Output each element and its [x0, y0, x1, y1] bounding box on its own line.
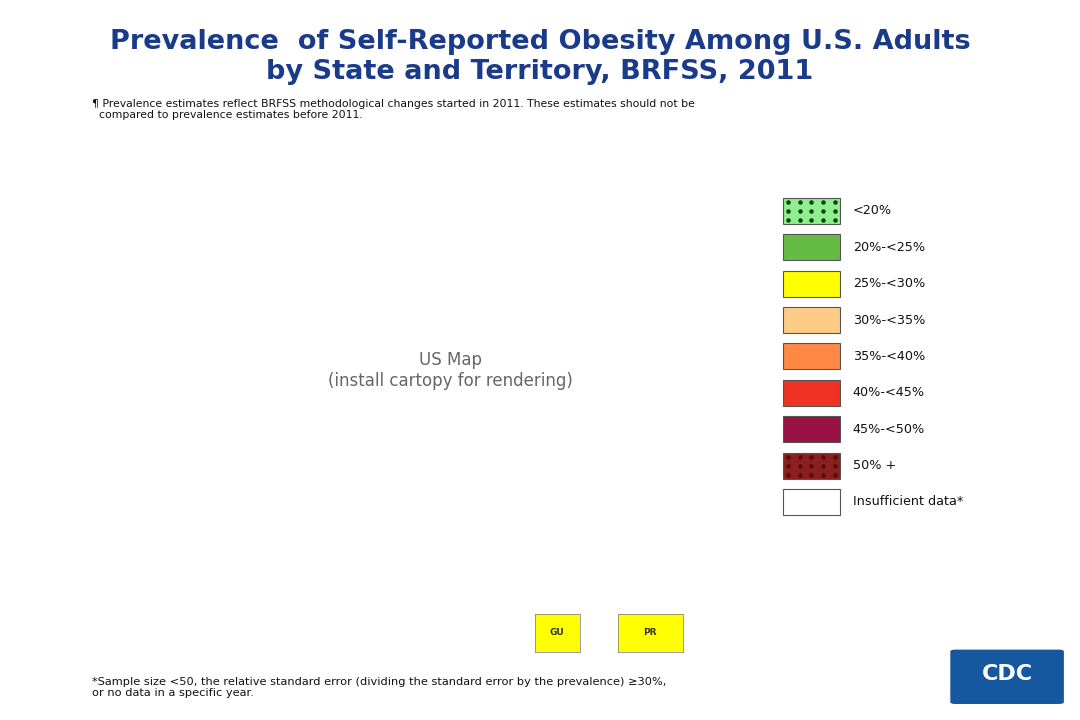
- Text: 25%-<30%: 25%-<30%: [853, 277, 924, 290]
- FancyBboxPatch shape: [783, 452, 840, 479]
- FancyBboxPatch shape: [783, 379, 840, 406]
- Text: US Map
(install cartopy for rendering): US Map (install cartopy for rendering): [328, 351, 573, 390]
- Text: 35%-<40%: 35%-<40%: [853, 350, 924, 363]
- Text: 50% +: 50% +: [853, 459, 896, 472]
- Text: 30%-<35%: 30%-<35%: [853, 313, 926, 327]
- Text: CDC: CDC: [982, 664, 1032, 684]
- FancyBboxPatch shape: [783, 343, 840, 369]
- Text: 40%-<45%: 40%-<45%: [853, 386, 924, 400]
- Text: Prevalence  of Self-Reported Obesity Among U.S. Adults: Prevalence of Self-Reported Obesity Amon…: [110, 29, 970, 55]
- FancyBboxPatch shape: [783, 416, 840, 442]
- Text: Insufficient data*: Insufficient data*: [853, 495, 963, 508]
- FancyBboxPatch shape: [783, 198, 840, 224]
- FancyBboxPatch shape: [783, 271, 840, 297]
- Text: by State and Territory, BRFSS, 2011: by State and Territory, BRFSS, 2011: [267, 59, 813, 85]
- Text: *Sample size <50, the relative standard error (dividing the standard error by th: *Sample size <50, the relative standard …: [92, 677, 666, 698]
- Text: GU: GU: [550, 629, 565, 637]
- Text: <20%: <20%: [853, 204, 892, 217]
- FancyBboxPatch shape: [783, 234, 840, 261]
- FancyBboxPatch shape: [949, 649, 1065, 705]
- Text: PR: PR: [644, 629, 657, 637]
- Text: 20%-<25%: 20%-<25%: [853, 240, 924, 253]
- FancyBboxPatch shape: [783, 489, 840, 515]
- FancyBboxPatch shape: [783, 307, 840, 333]
- Text: 45%-<50%: 45%-<50%: [853, 423, 924, 436]
- Text: ¶ Prevalence estimates reflect BRFSS methodological changes started in 2011. The: ¶ Prevalence estimates reflect BRFSS met…: [92, 99, 694, 120]
